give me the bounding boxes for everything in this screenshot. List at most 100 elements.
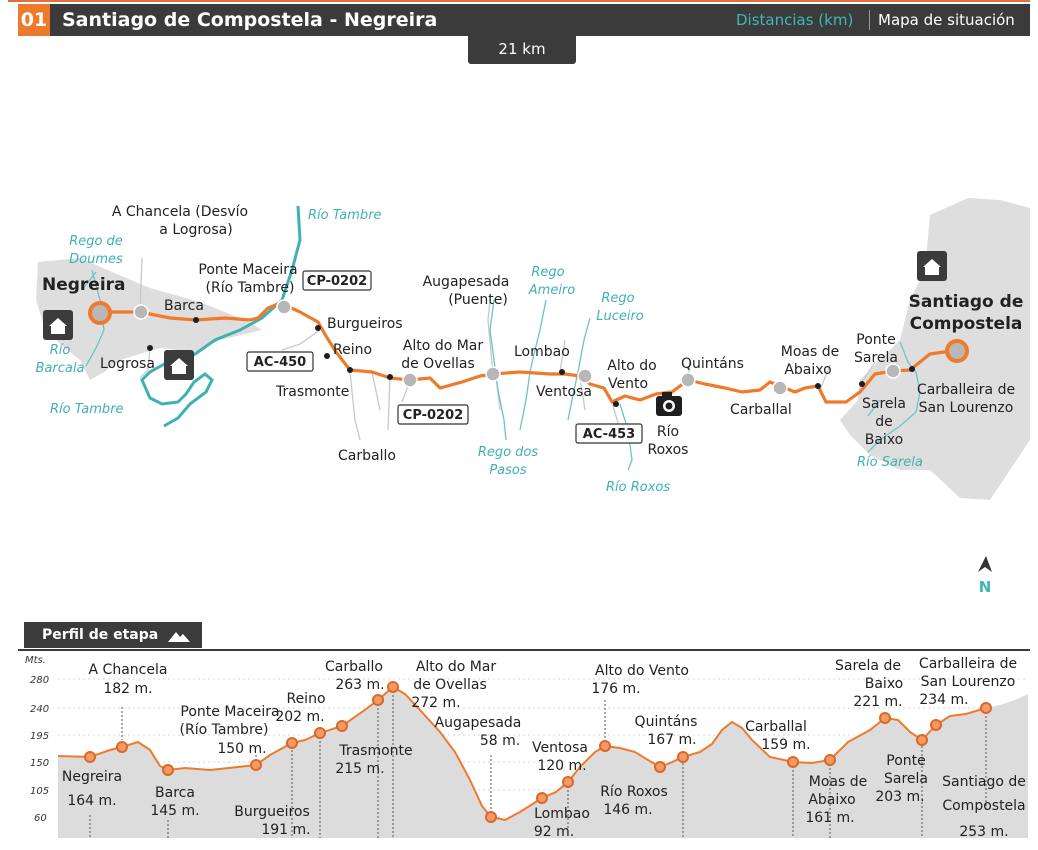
profile-label: 234 m. [919,692,968,708]
profile-label: 272 m. [411,695,460,711]
negreira-endpoint [88,301,112,325]
profile-label: 202 m. [275,709,324,725]
y-tick: 60 [34,813,47,824]
place-ponte-maceira-2: (Río Tambre) [206,280,295,296]
profile-label: Carballo [325,659,383,675]
profile-label: 176 m. [591,681,640,697]
profile-label: Ventosa [532,740,588,756]
place-moas-2: Abaixo [784,362,831,378]
profile-label: Augapesada [435,715,522,731]
place-sarela-baixo-3: Baixo [865,432,904,448]
profile-label: Burgueiros [234,804,310,820]
place-sarela-baixo: Sarela [862,396,906,412]
profile-label: Trasmonte [338,743,412,759]
place-a-chancela-2: a Logrosa) [159,222,232,238]
stage-header: 01 Santiago de Compostela - Negreira Dis… [18,4,1030,36]
profile-label: (Río Tambre) [180,722,269,738]
profile-label: Baixo [865,676,904,692]
profile-label: 164 m. [67,793,116,809]
profile-label: Barca [155,785,195,801]
profile-label: Alto do Mar [416,659,497,675]
y-tick: 280 [30,675,49,686]
profile-label: 182 m. [103,681,152,697]
river-rego-ameiro: Rego [531,265,564,280]
place-ventosa: Ventosa [536,384,592,400]
place-quintans: Quintáns [681,356,744,372]
hostel-icon [164,350,194,380]
profile-label: San Lourenzo [921,674,1016,690]
place-santiago: Santiago de [909,292,1024,312]
y-tick: 195 [30,731,49,742]
profile-label: Reino [286,691,325,707]
profile-label: Santiago de [942,774,1026,790]
place-rio-roxos: Río [657,424,679,440]
tab-separator [869,10,870,30]
profile-tab[interactable]: Perfil de etapa [24,622,202,648]
profile-label: 150 m. [217,741,266,757]
svg-text:CP-0202: CP-0202 [307,274,367,289]
place-carballal: Carballal [730,402,792,418]
tab-map[interactable]: Mapa de situación [878,11,1015,29]
place-carballo: Carballo [338,448,396,464]
place-augapesada-2: (Puente) [448,292,508,308]
profile-label: 215 m. [335,761,384,777]
place-reino: Reino [333,342,372,358]
svg-text:CP-0202: CP-0202 [403,408,463,423]
route-map: CP-0202 AC-450 CP-0202 AC-453 Negreira A… [36,198,1030,596]
profile-label: Lombao [534,806,590,822]
profile-label: 58 m. [480,733,520,749]
profile-label: de Ovellas [413,677,487,693]
profile-label: 167 m. [647,732,696,748]
top-accent-line [8,0,1030,2]
profile-label: 263 m. [335,677,384,693]
y-tick: 105 [30,786,49,797]
river-tambre-top: Río Tambre [308,208,382,223]
svg-text:AC-450: AC-450 [254,355,306,370]
waypoints [133,299,901,396]
distance-badge: 21 km [468,34,576,64]
place-negreira: Negreira [42,275,126,295]
place-logrosa: Logrosa [100,356,155,372]
road-label-cp0202-bottom: CP-0202 [397,404,469,425]
profile-label: 92 m. [534,824,574,840]
place-augapesada: Augapesada [423,274,510,290]
place-ponte-sarela: Ponte [856,332,895,348]
svg-text:AC-453: AC-453 [583,427,635,442]
rivers [140,205,302,428]
place-alto-ovellas: Alto do Mar [403,338,484,354]
place-ponte-sarela-2: Sarela [854,350,898,366]
river-rego-pasos: Rego dos [478,445,539,460]
y-tick: 240 [30,704,49,715]
profile-label: 146 m. [603,802,652,818]
negreira-town-area [36,258,262,380]
profile-label: 221 m. [853,694,902,710]
tab-distances[interactable]: Distancias (km) [736,11,854,29]
road-label-ac450: AC-450 [246,351,314,372]
terrain-fill [58,687,1028,838]
river-rego-pasos-2: Pasos [489,463,527,478]
north-arrow-icon: N [978,556,992,596]
profile-label: 145 m. [150,803,199,819]
place-carballeira: Carballeira de [917,382,1015,398]
y-tick: 150 [30,758,49,769]
profile-label: Ponte Maceira [180,704,279,720]
river-rego-luceiro: Rego [601,291,634,306]
place-santiago-2: Compostela [910,314,1023,334]
river-rego-doumes-2: Doumes [69,252,123,267]
stage-number: 01 [18,4,50,36]
mountain-icon [168,632,190,642]
place-rio-roxos-2: Roxos [648,442,689,458]
profile-label: Río Roxos [600,784,668,800]
place-a-chancela: A Chancela (Desvío [112,204,248,220]
river-barcala-2: Barcala [36,361,85,376]
profile-label: Carballeira de [919,656,1017,672]
profile-label: Ponte [886,753,925,769]
profile-points [84,681,992,823]
hostel-icon [917,251,947,281]
santiago-city-area [840,198,1030,500]
river-rego-doumes: Rego de [69,234,123,249]
river-barcala: Río [50,343,71,358]
river-sarela: Río Sarela [857,455,923,470]
profile-label: Moas de [809,774,867,790]
